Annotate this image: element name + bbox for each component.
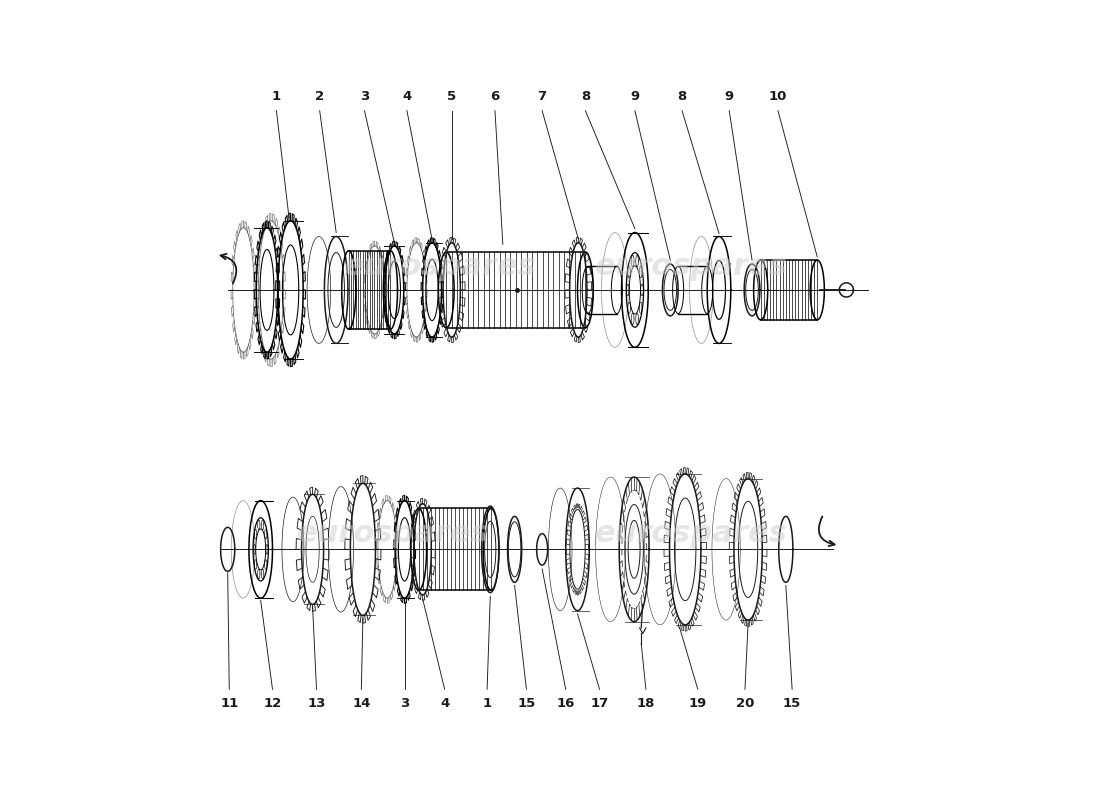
Text: eurospares: eurospares	[595, 519, 788, 548]
Text: 1: 1	[272, 90, 280, 103]
Text: 2: 2	[315, 90, 324, 103]
Text: 15: 15	[517, 697, 536, 710]
Text: 12: 12	[263, 697, 282, 710]
Text: 7: 7	[538, 90, 547, 103]
Text: 18: 18	[637, 697, 656, 710]
Text: 8: 8	[581, 90, 590, 103]
Text: 1: 1	[483, 697, 492, 710]
Text: 6: 6	[491, 90, 499, 103]
Text: eurospares: eurospares	[595, 252, 788, 281]
Text: 3: 3	[400, 697, 409, 710]
Text: 4: 4	[403, 90, 411, 103]
Text: 4: 4	[440, 697, 449, 710]
Text: 9: 9	[630, 90, 639, 103]
Text: 13: 13	[307, 697, 326, 710]
Text: 5: 5	[448, 90, 456, 103]
Text: 19: 19	[689, 697, 707, 710]
Text: 9: 9	[725, 90, 734, 103]
Text: eurospares: eurospares	[343, 252, 537, 281]
Text: eurospares: eurospares	[296, 519, 490, 548]
Text: 3: 3	[360, 90, 370, 103]
Text: 14: 14	[352, 697, 371, 710]
Text: 8: 8	[678, 90, 686, 103]
Text: 16: 16	[557, 697, 575, 710]
Text: 20: 20	[736, 697, 755, 710]
Text: 17: 17	[591, 697, 608, 710]
Text: 15: 15	[783, 697, 801, 710]
Text: 10: 10	[769, 90, 788, 103]
Text: 11: 11	[220, 697, 239, 710]
